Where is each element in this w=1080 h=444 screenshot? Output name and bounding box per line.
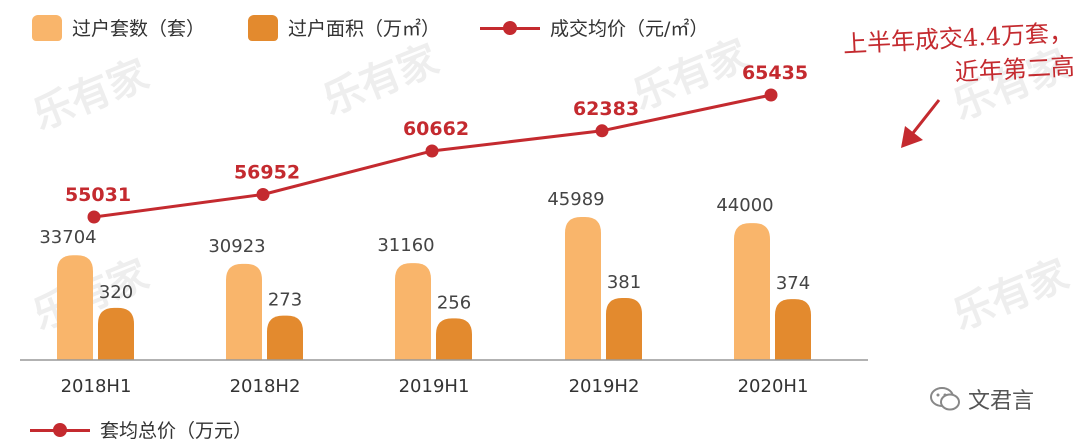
source-badge: 文君言 [930, 383, 1034, 415]
legend-swatch-area [248, 14, 278, 41]
label-units-2018H1: 33704 [39, 227, 96, 248]
label-units-2019H2: 45989 [547, 189, 604, 210]
wechat-icon [930, 387, 960, 411]
legend-swatch-units [32, 14, 62, 41]
bar-units-2019H2 [565, 217, 601, 360]
price-point-2019H2 [595, 124, 609, 138]
bar-area-2018H1 [98, 307, 134, 360]
x-tick-2019H2: 2019H2 [569, 376, 640, 397]
price-point-2018H2 [256, 187, 270, 201]
x-tick-2020H1: 2020H1 [738, 376, 809, 397]
annotation-arrow-icon [901, 99, 941, 148]
price-point-2018H1 [87, 210, 101, 224]
x-axis: 2018H1 2018H2 2019H1 2019H2 2020H1 [20, 359, 868, 397]
watermark-text: 乐有家 [317, 37, 445, 125]
bar-units-2018H1 [57, 255, 93, 360]
price-point-2020H1 [764, 88, 778, 102]
legend-label-area: 过户面积（万㎡） [288, 18, 441, 40]
price-point-2019H1 [425, 144, 439, 158]
label-units-2018H2: 30923 [208, 236, 265, 257]
legend-item-area: 过户面积（万㎡） [248, 14, 440, 41]
legend-label-price: 成交均价（元/㎡） [550, 18, 709, 40]
label-price-2018H2: 56952 [234, 161, 300, 183]
watermark-text: 乐有家 [627, 32, 755, 120]
label-area-2018H1: 320 [99, 282, 133, 303]
label-price-2020H1: 65435 [742, 62, 808, 84]
units-bars [57, 217, 770, 360]
label-area-2020H1: 374 [776, 273, 810, 294]
source-name: 文君言 [968, 389, 1035, 414]
label-units-2020H1: 44000 [716, 195, 773, 216]
bar-units-2020H1 [734, 223, 770, 360]
price-line [87, 88, 778, 224]
bar-area-2018H2 [267, 315, 303, 360]
legend-label-total: 套均总价（万元） [100, 420, 253, 442]
bar-area-2019H1 [436, 318, 472, 360]
label-units-2019H1: 31160 [377, 235, 434, 256]
area-bars [98, 298, 811, 360]
label-price-2019H1: 60662 [403, 118, 469, 140]
data-labels: 33704 320 30923 273 31160 256 45989 381 44000 374… [39, 62, 810, 313]
label-price-2019H2: 62383 [573, 98, 639, 120]
bar-area-2019H2 [606, 298, 642, 360]
label-price-2018H1: 55031 [65, 184, 131, 206]
label-area-2018H2: 273 [268, 290, 302, 311]
x-tick-2018H2: 2018H2 [230, 376, 301, 397]
bar-area-2020H1 [775, 299, 811, 360]
annotation-callout: 上半年成交4.4万套， 近年第二高 [822, 16, 1075, 97]
legend-swatch-price [480, 20, 540, 35]
legend-swatch-total [30, 422, 90, 437]
label-area-2019H2: 381 [607, 272, 641, 293]
legend-item-total: 套均总价（万元） [30, 416, 252, 443]
legend-item-units: 过户套数（套） [32, 14, 205, 41]
watermark-text: 乐有家 [27, 52, 155, 140]
bar-units-2018H2 [226, 263, 262, 360]
label-area-2019H1: 256 [437, 292, 471, 313]
x-tick-2019H1: 2019H1 [399, 376, 470, 397]
legend-item-price: 成交均价（元/㎡） [480, 14, 708, 41]
watermark-text: 乐有家 [947, 252, 1075, 340]
x-tick-2018H1: 2018H1 [61, 376, 132, 397]
bar-units-2019H1 [395, 263, 431, 360]
legend-label-units: 过户套数（套） [72, 18, 206, 40]
